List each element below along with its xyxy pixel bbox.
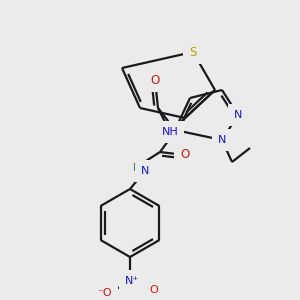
Text: O: O [180, 148, 190, 161]
Text: O: O [150, 74, 160, 86]
Text: N: N [234, 110, 242, 120]
Text: H: H [133, 163, 141, 173]
Text: N⁺: N⁺ [125, 276, 139, 286]
Text: N: N [218, 135, 226, 145]
Text: NH: NH [162, 127, 178, 137]
Text: ⁻O: ⁻O [98, 288, 112, 298]
Text: O: O [150, 285, 158, 295]
Text: N: N [141, 166, 149, 176]
Text: S: S [189, 46, 197, 59]
